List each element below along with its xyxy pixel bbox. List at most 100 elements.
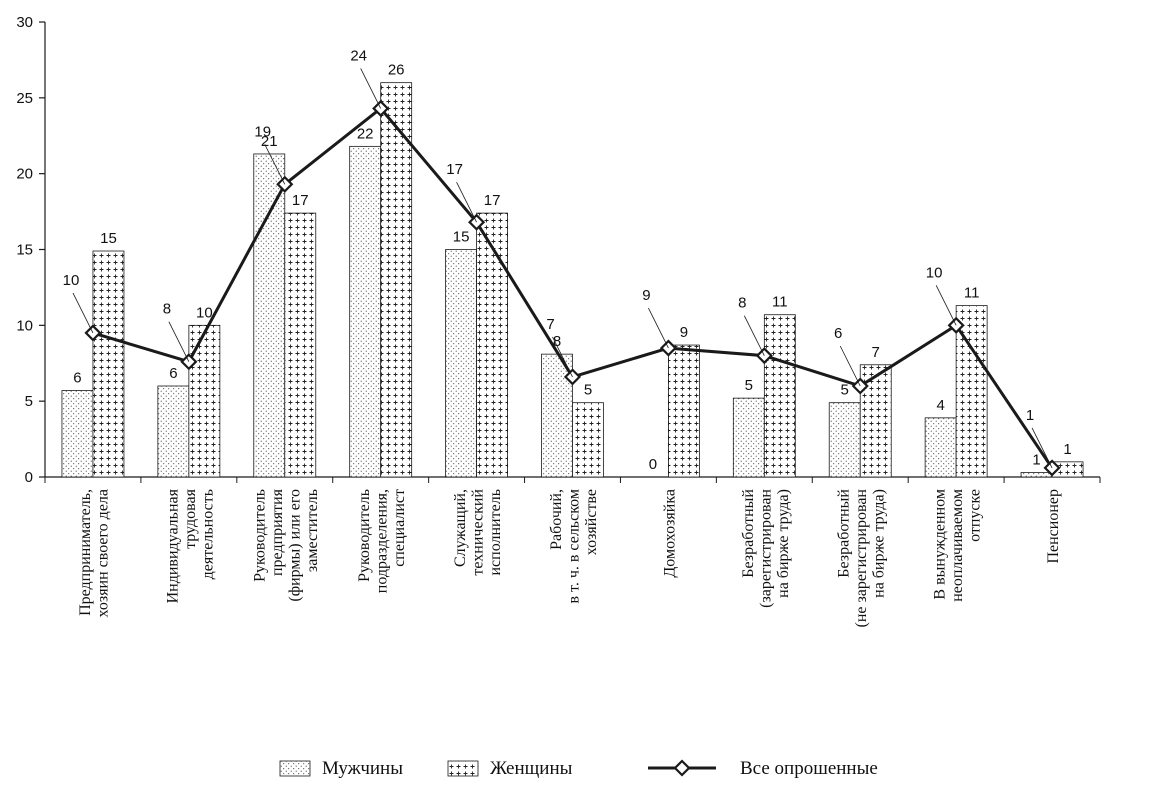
category-label-line: Пенсионер xyxy=(1045,489,1062,564)
data-label-women: 15 xyxy=(100,230,117,247)
category-label: Индивидуальная трудовая деятельность xyxy=(164,488,216,603)
category-label-line: хозяйстве xyxy=(583,489,600,555)
category-label-line: специалист xyxy=(391,489,408,567)
category-labels: Предприниматель, хозяин своего дела Индиви… xyxy=(77,488,1062,627)
data-label-women: 11 xyxy=(964,285,980,302)
bar-men xyxy=(445,249,477,478)
category-label-line: на бирже труда) xyxy=(775,489,792,598)
data-label-all: 9 xyxy=(642,287,650,304)
category-label: Безработный (не зарегистрирован на бирже т… xyxy=(836,489,888,628)
leader-line xyxy=(935,285,957,326)
bar-men xyxy=(732,397,765,478)
legend-label-women: Женщины xyxy=(490,758,573,779)
category-label-line: на бирже труда) xyxy=(871,489,888,598)
data-label-women: 9 xyxy=(680,324,688,341)
category-label: Безработный (зарегистрирован на бирже труд… xyxy=(740,489,792,608)
data-label-men: 6 xyxy=(73,370,81,387)
data-labels: 6156102117222615178509511574111110819241… xyxy=(63,47,1072,473)
bar-women xyxy=(380,82,413,478)
category-label-line: (зарегистрирован xyxy=(757,489,774,608)
category-label-line: заместитель xyxy=(304,489,321,572)
category-label-line: Руководитель xyxy=(356,489,373,582)
bar-women xyxy=(572,402,604,478)
leader-line xyxy=(743,315,765,356)
category-label: Пенсионер xyxy=(1045,489,1062,564)
leader-line xyxy=(264,144,286,185)
data-label-all: 10 xyxy=(926,264,943,281)
bar-women xyxy=(188,324,221,478)
leader-line xyxy=(648,307,669,349)
bar-men xyxy=(253,153,286,478)
y-tick-label: 15 xyxy=(16,242,33,259)
leader-line xyxy=(360,68,382,109)
category-label-line: в т. ч. в сельском xyxy=(566,489,583,604)
leader-line xyxy=(72,292,94,334)
data-label-men: 22 xyxy=(357,125,374,142)
legend-label-all: Все опрошенные xyxy=(740,758,878,779)
data-label-women: 17 xyxy=(292,192,309,209)
category-label-line: трудовая xyxy=(182,488,199,549)
category-label-line: технический xyxy=(470,489,487,576)
bar-men xyxy=(157,385,190,478)
data-label-all: 8 xyxy=(163,301,171,318)
category-label-line: Руководитель xyxy=(252,489,269,582)
data-label-women: 17 xyxy=(484,192,501,209)
data-label-women: 7 xyxy=(872,344,880,361)
bars xyxy=(61,82,1084,478)
data-label-women: 26 xyxy=(388,62,405,79)
y-tick-label: 20 xyxy=(16,166,33,183)
legend: Мужчины Женщины Все опрошенные xyxy=(279,758,878,779)
category-label-line: Безработный xyxy=(740,489,757,578)
data-label-men: 8 xyxy=(553,333,561,350)
bar-men xyxy=(1020,472,1053,478)
legend-label-men: Мужчины xyxy=(322,758,403,779)
bar-women xyxy=(284,212,317,478)
data-label-women: 5 xyxy=(584,382,592,399)
data-label-all: 7 xyxy=(546,316,554,333)
bar-men xyxy=(828,402,861,478)
bar-women xyxy=(763,314,796,478)
category-label: Служащий, технический исполнитель xyxy=(452,489,504,576)
category-label-line: Индивидуальная xyxy=(164,488,181,603)
data-label-women: 1 xyxy=(1063,441,1071,458)
category-label-line: предприятия xyxy=(269,488,286,576)
category-label: Предприниматель, хозяин своего дела xyxy=(77,489,112,618)
leader-line xyxy=(1031,427,1053,469)
category-label-line: Служащий, xyxy=(452,489,469,567)
data-label-women: 11 xyxy=(772,294,788,311)
data-label-men: 15 xyxy=(453,229,470,246)
legend-swatch-women xyxy=(447,760,479,777)
data-label-men: 5 xyxy=(745,377,753,394)
data-label-all: 19 xyxy=(254,123,271,140)
leader-line xyxy=(552,336,573,378)
data-label-men: 1 xyxy=(1032,451,1040,468)
category-label-line: Предприниматель, xyxy=(77,489,94,616)
bar-men xyxy=(61,390,94,478)
data-label-men: 6 xyxy=(169,365,177,382)
leader-line xyxy=(456,182,477,223)
legend-swatch-men xyxy=(279,760,311,777)
category-label: Рабочий, в т. ч. в сельском хозяйстве xyxy=(548,489,600,604)
bar-women xyxy=(668,344,700,478)
data-label-women: 10 xyxy=(196,304,213,321)
category-label-line: неоплачиваемом xyxy=(949,489,966,602)
category-label-line: Рабочий, xyxy=(548,489,565,550)
y-tick-label: 25 xyxy=(16,90,33,107)
y-tick-label: 10 xyxy=(16,317,33,334)
data-label-men: 5 xyxy=(841,382,849,399)
category-label-line: деятельность xyxy=(199,489,216,579)
category-label: В вынужденном неоплачиваемом отпуске xyxy=(932,489,984,602)
y-tick-label: 5 xyxy=(25,393,33,410)
y-tick-label: 30 xyxy=(16,14,33,31)
category-label: Домохозяйка xyxy=(661,489,678,578)
bar-women xyxy=(92,250,125,478)
bar-men xyxy=(349,145,382,478)
bar-men xyxy=(924,417,957,478)
data-label-all: 24 xyxy=(350,47,367,64)
bar-men xyxy=(541,353,573,478)
category-label: Руководитель предприятия (фирмы) или его за… xyxy=(252,488,322,601)
category-label-line: (фирмы) или его xyxy=(287,489,304,602)
category-label-line: подразделения, xyxy=(374,489,391,593)
